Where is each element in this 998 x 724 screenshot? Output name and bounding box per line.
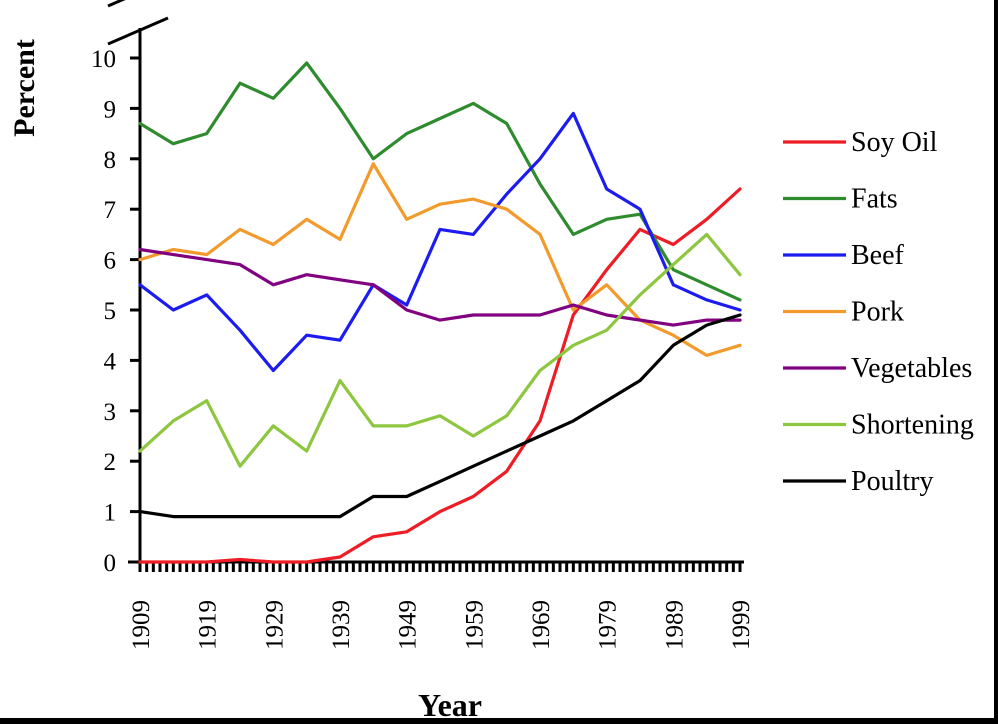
legend-label-pork: Pork (851, 297, 904, 328)
y-tick-label: 3 (104, 399, 117, 426)
x-tick-label: 1999 (728, 600, 755, 650)
legend-label-soy-oil: Soy Oil (851, 127, 938, 158)
legend-label-vegetables: Vegetables (851, 353, 972, 384)
y-tick-label: 7 (104, 197, 117, 224)
y-tick-label: 1 (104, 500, 117, 527)
x-tick-label: 1929 (261, 600, 288, 650)
legend-label-poultry: Poultry (851, 466, 933, 497)
legend: Soy Oil Fats Beef Pork Vegetables Shortening P… (783, 127, 974, 497)
series-line-soy-oil (138, 187, 742, 564)
x-tick-label: 1959 (461, 600, 488, 650)
legend-label-fats: Fats (851, 184, 898, 215)
y-tick-label: 8 (104, 147, 117, 174)
y-tick-label: 6 (104, 248, 117, 275)
series-line-shortening (138, 232, 742, 468)
axis-break-mark-top (107, 0, 126, 8)
legend-label-beef: Beef (851, 240, 905, 271)
series-line-fats (138, 61, 742, 302)
legend-label-shortening: Shortening (851, 410, 974, 441)
y-tick-label: 10 (91, 46, 116, 73)
series-line-beef (138, 111, 742, 373)
x-tick-label: 1909 (128, 600, 155, 650)
x-ticks: 1909 1919 1929 1939 1949 1959 1969 1979 1989 1999 (128, 600, 755, 650)
y-tick-label: 5 (104, 298, 117, 325)
x-tick-label: 1979 (595, 600, 622, 650)
series-line-vegetables (138, 247, 742, 327)
y-tick-label: 2 (104, 449, 117, 476)
x-minor-ticks (138, 562, 742, 572)
x-tick-label: 1939 (328, 600, 355, 650)
x-tick-label: 1919 (195, 600, 222, 650)
y-ticks: 0 1 2 3 4 5 6 7 8 9 10 (91, 46, 140, 577)
y-axis-title: Percent (8, 39, 41, 137)
axes (107, 0, 744, 564)
series-line-pork (138, 162, 742, 357)
y-tick-label: 4 (104, 348, 117, 375)
x-tick-label: 1949 (395, 600, 422, 650)
axis-break-mark (107, 16, 169, 46)
x-tick-label: 1989 (661, 600, 688, 650)
series-lines (138, 61, 742, 564)
y-tick-label: 9 (104, 96, 117, 123)
y-tick-label: 0 (104, 550, 117, 577)
series-line-poultry (138, 313, 742, 519)
x-axis-title: Year (418, 687, 482, 718)
x-tick-label: 1969 (528, 600, 555, 650)
